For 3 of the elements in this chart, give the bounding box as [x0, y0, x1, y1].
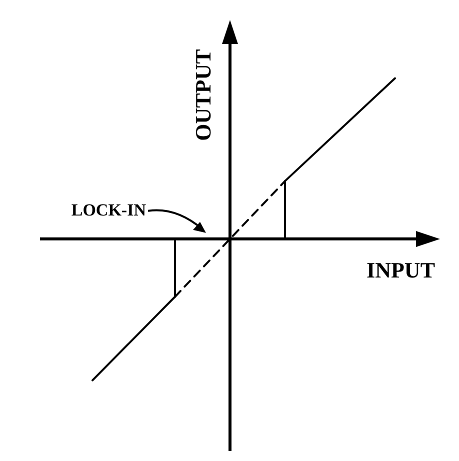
x-axis-title: INPUT — [366, 258, 436, 283]
y-axis-title: OUTPUT — [190, 48, 216, 141]
annotation: LOCK-IN — [71, 200, 147, 220]
